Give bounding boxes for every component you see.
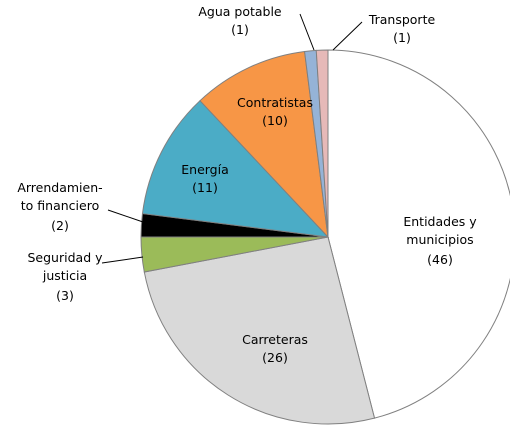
slice-label: Energía: [181, 162, 229, 177]
value-label: (3): [56, 288, 74, 303]
value-label: (10): [262, 113, 288, 128]
slice-label: Transporte: [368, 12, 436, 27]
slice-label: Entidades y municipios: [403, 214, 477, 247]
leader-line: [332, 21, 363, 51]
value-label: (1): [393, 30, 411, 45]
value-label: (11): [192, 180, 218, 195]
leader-line: [101, 256, 144, 264]
value-label: (1): [231, 22, 249, 37]
value-label: (46): [427, 252, 453, 267]
slice-label: Contratistas: [237, 95, 313, 110]
slice-label: Arrendamien-to financiero: [17, 180, 102, 213]
pie-slice: [141, 99, 330, 238]
pie-slice: [143, 236, 376, 425]
slice-label: Carreteras: [242, 332, 308, 347]
pie-slice: [199, 50, 329, 239]
leader-line: [107, 209, 144, 223]
value-label: (2): [51, 218, 69, 233]
slice-label: Seguridad y justicia: [28, 250, 104, 283]
slice-label: Agua potable: [198, 4, 282, 19]
value-label: (26): [262, 350, 288, 365]
leader-line: [299, 13, 315, 51]
pie-slice: [315, 49, 329, 238]
pie-slice: [327, 49, 510, 419]
